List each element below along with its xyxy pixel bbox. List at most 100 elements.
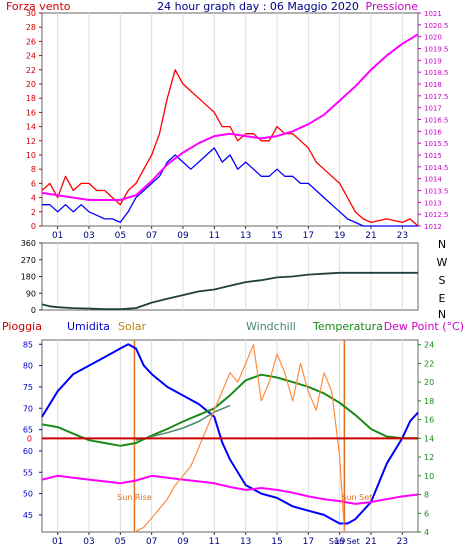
humidity-x-tick-label: 19 <box>334 537 346 547</box>
pressure-y-tick-label: 1020.5 <box>424 22 449 30</box>
pressure-y-tick-label: 1020 <box>424 34 442 42</box>
pressure-y-axis: 1012 1012.5 1013 1013.5 1014 1014.5 1015 1015.5… <box>418 10 449 231</box>
wind-axis-title: Forza vento <box>6 0 71 13</box>
humidity-y-tick-label: 60 <box>23 447 33 456</box>
temperature-y-tick-label: 24 <box>424 341 434 350</box>
wind-x-tick-label: 05 <box>115 231 126 241</box>
wind-x-tick-label: 09 <box>177 231 189 241</box>
humidity-series-group: Sun Rise Sun Set Sun Set <box>41 340 419 546</box>
humidity-y-tick-label: 80 <box>23 362 33 371</box>
temperature-y-tick-label: 14 <box>424 434 434 443</box>
temperature-y-tick-label: 4 <box>424 528 429 537</box>
wind-y-tick-label: 20 <box>26 80 36 89</box>
pressure-y-tick-label: 1013.5 <box>424 188 449 196</box>
sunrise-label: Sun Rise <box>117 493 152 502</box>
direction-y-tick-label: 0 <box>31 306 36 315</box>
wind-x-tick-label: 03 <box>83 231 94 241</box>
pressure-axis-title: Pressione <box>366 0 419 13</box>
pressure-y-tick-label: 1014.5 <box>424 164 449 172</box>
humidity-y-tick-label: 45 <box>23 511 33 520</box>
temperature-y-tick-label: 18 <box>424 397 434 406</box>
humidity-y-tick-label: 75 <box>23 383 33 392</box>
pressure-line <box>41 33 419 201</box>
wind-x-tick-label: 19 <box>334 231 346 241</box>
humidity-x-tick-label: 05 <box>115 537 126 547</box>
legend-entry: Pioggia <box>2 320 42 333</box>
pressure-y-tick-label: 1012 <box>424 223 442 231</box>
compass-label: N <box>438 308 446 321</box>
temperature-y-axis: 4 6 8 10 12 14 16 18 20 22 24 <box>418 341 434 537</box>
humidity-y-tick-label: 70 <box>23 404 33 413</box>
humidity-x-axis: 01 03 05 07 09 11 13 15 17 19 21 23 <box>52 532 408 547</box>
humidity-x-tick-label: 11 <box>209 537 220 547</box>
pressure-y-tick-label: 1021 <box>424 10 442 18</box>
wind-x-tick-label: 01 <box>52 231 63 241</box>
wind-y-tick-label: 26 <box>26 37 36 46</box>
humidity-y-tick-label: 55 <box>23 468 33 477</box>
pressure-y-tick-label: 1019.5 <box>424 46 449 54</box>
wind-y-tick-label: 2 <box>31 208 36 217</box>
chart-title: 24 hour graph day : 06 Maggio 2020 <box>157 0 359 13</box>
wind-y-tick-label: 6 <box>31 179 36 188</box>
rain-zero-label: 0 <box>27 434 32 443</box>
wind-x-axis: 01 03 05 07 09 11 13 15 17 19 21 23 <box>52 226 408 241</box>
direction-y-tick-label: 360 <box>21 239 36 248</box>
pressure-y-tick-label: 1016.5 <box>424 117 449 125</box>
solar-line <box>134 344 345 533</box>
compass-label: S <box>439 274 446 287</box>
wind-x-tick-label: 23 <box>397 231 408 241</box>
pressure-y-tick-label: 1013 <box>424 199 442 207</box>
temperature-y-tick-label: 12 <box>424 453 434 462</box>
legend-entry: Dew Point (°C) <box>384 320 464 333</box>
wind-y-tick-label: 12 <box>26 137 36 146</box>
pressure-y-tick-label: 1018.5 <box>424 69 449 77</box>
wind-y-tick-label: 18 <box>26 94 36 103</box>
pressure-y-tick-label: 1018 <box>424 81 442 89</box>
legend-entry: Windchill <box>246 320 296 333</box>
sunset-label: Sun Set <box>329 537 360 546</box>
wind-grid <box>57 13 403 226</box>
temperature-y-tick-label: 16 <box>424 416 434 425</box>
wind-x-tick-label: 17 <box>303 231 314 241</box>
humidity-x-tick-label: 17 <box>303 537 314 547</box>
humidity-x-tick-label: 23 <box>397 537 408 547</box>
temperature-line <box>41 373 418 447</box>
pressure-y-tick-label: 1012.5 <box>424 211 449 219</box>
direction-y-tick-label: 90 <box>26 289 36 298</box>
direction-y-tick-label: 270 <box>21 256 36 265</box>
humidity-x-tick-label: 03 <box>83 537 94 547</box>
pressure-y-tick-label: 1015.5 <box>424 140 449 148</box>
temperature-y-tick-label: 10 <box>424 472 434 481</box>
wind-plot-area <box>41 12 419 227</box>
sunset-inplot-label: Sun Set <box>341 493 372 502</box>
direction-y-axis: 0 90 180 270 360 <box>21 239 42 315</box>
pressure-y-tick-label: 1015 <box>424 152 442 160</box>
wind-line <box>41 69 419 227</box>
temperature-y-tick-label: 8 <box>424 491 429 500</box>
humidity-x-tick-label: 07 <box>146 537 157 547</box>
dewpoint-line <box>41 474 419 505</box>
temperature-y-tick-label: 22 <box>424 359 434 368</box>
wind-y-tick-label: 4 <box>31 194 36 203</box>
humidity-y-tick-label: 50 <box>23 490 33 499</box>
wind-x-tick-label: 21 <box>365 231 376 241</box>
compass-label: E <box>439 292 446 305</box>
pressure-y-tick-label: 1019 <box>424 57 442 65</box>
compass-label: N <box>438 238 446 251</box>
pressure-y-tick-label: 1017.5 <box>424 93 449 101</box>
temperature-y-tick-label: 20 <box>424 378 434 387</box>
compass-label: W <box>437 256 448 269</box>
humidity-x-tick-label: 01 <box>52 537 63 547</box>
direction-series-group <box>41 271 418 311</box>
windchill-line <box>135 404 231 441</box>
wind-x-tick-label: 07 <box>146 231 157 241</box>
direction-y-tick-label: 180 <box>21 273 36 282</box>
wind-y-tick-label: 24 <box>26 52 36 61</box>
wind-x-tick-label: 13 <box>240 231 251 241</box>
humidity-line <box>41 343 419 525</box>
temperature-y-tick-label: 6 <box>424 509 429 518</box>
legend-entry: Umidita <box>67 320 110 333</box>
